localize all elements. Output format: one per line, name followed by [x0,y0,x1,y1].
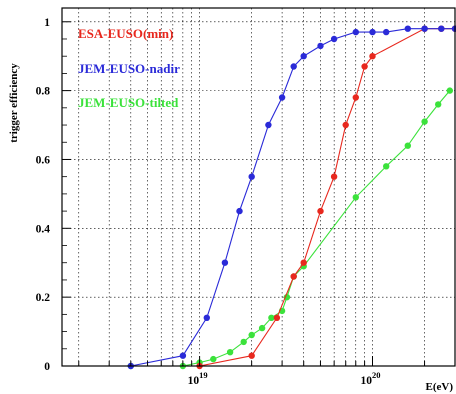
data-point [421,25,428,32]
data-point [240,338,247,346]
data-point [330,35,338,43]
data-point [283,294,291,301]
data-point [300,53,307,60]
data-point [435,101,442,108]
data-point [342,121,349,129]
data-point [265,121,272,129]
x-axis-label: E(eV) [426,381,454,393]
data-point [221,259,229,266]
data-point [268,314,275,321]
data-point [383,28,390,36]
y-tick-label: 0 [44,361,50,373]
y-tick-label: 0.4 [36,223,51,235]
legend-entry: JEM-EUSO-tilted [78,95,179,110]
data-point [317,207,324,215]
data-point [300,259,307,266]
data-point [352,94,359,101]
y-axis-label: trigger efficiency [8,63,20,143]
data-point [438,25,445,32]
data-point [226,349,234,356]
series-line [199,28,455,367]
x-tick-label: 1020 [361,370,381,387]
grid-lines [62,8,455,366]
data-point [383,163,390,170]
data-point [421,118,428,125]
y-tick-label: 0.8 [36,86,51,98]
data-point [179,352,187,359]
data-point [203,314,210,321]
data-point [258,324,266,332]
y-tick-label: 0.6 [36,154,51,166]
data-point [352,28,359,36]
y-tick-label: 0.2 [36,292,51,304]
data-point [248,331,255,339]
data-point [236,207,243,215]
data-point [290,273,297,280]
data-point [290,63,297,70]
data-point [369,28,376,36]
axes: 0 0.2 0.4 0.6 0.8 1 1019 1020 [36,17,426,387]
data-point [361,63,368,70]
series-layer [127,25,456,370]
data-point [278,94,286,101]
data-point [352,194,359,201]
data-point [317,42,324,50]
legend-entry: JEM-EUSO-nadir [78,61,180,76]
data-point [369,53,376,60]
data-point [248,173,255,180]
data-point [248,352,255,359]
legend-entry: ESA-EUSO(min) [78,26,173,41]
data-point [404,25,411,32]
data-point [446,87,453,94]
data-point [210,355,217,363]
x-tick-label: 1019 [188,370,208,387]
data-point [404,142,411,149]
y-tick-label: 1 [44,17,50,29]
data-point [330,173,338,180]
plot-area [62,8,455,366]
series-1 [127,25,456,370]
legend: ESA-EUSO(min) JEM-EUSO-nadir JEM-EUSO-tilt… [78,26,180,110]
data-point [273,314,281,321]
plot-frame [61,7,456,367]
